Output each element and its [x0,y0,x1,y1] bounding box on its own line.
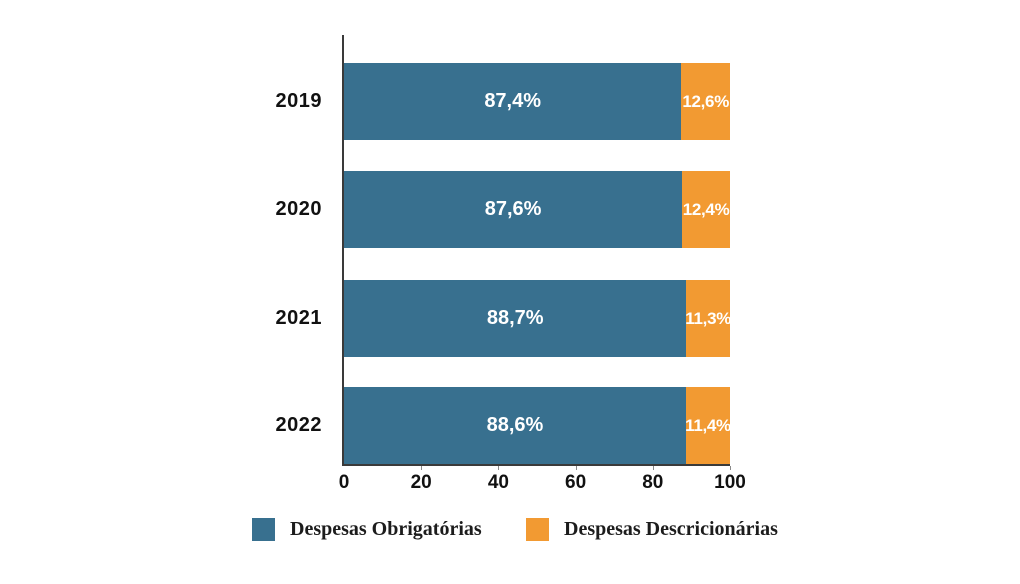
bar-value-label: 87,4% [484,90,542,112]
stacked-bar-2021: 88,7% 11,3% [344,280,732,357]
x-tick-label: 20 [410,472,432,493]
legend-label: Despesas Obrigatórias [290,518,482,540]
bar-row-2022: 2022 88,6% 11,4% [276,387,731,464]
bar-value-label: 12,4% [682,199,730,219]
bar-value-label: 12,6% [682,91,730,111]
x-tick-label: 80 [642,472,664,493]
legend-item-descricionarias: Despesas Descricionárias [526,518,778,541]
plot-area: 2019 87,4% 12,6% 2020 87,6% 12,4% [276,35,746,493]
bar-segment-obrigatorias: 87,6% [344,171,683,248]
stacked-bar-2020: 87,6% 12,4% [344,171,730,248]
x-tick-label: 60 [565,472,587,493]
bar-segment-descricionarias: 11,3% [685,280,732,357]
bar-row-2019: 2019 87,4% 12,6% [276,63,730,140]
bar-segment-obrigatorias: 87,4% [344,63,682,140]
legend-swatch-orange [526,518,549,541]
bar-value-label: 11,3% [685,308,732,328]
bar-segment-obrigatorias: 88,7% [344,280,687,357]
x-tick-mark [652,466,654,470]
bar-row-2021: 2021 88,7% 11,3% [276,280,732,357]
legend-swatch-blue [252,518,275,541]
legend: Despesas Obrigatórias Despesas Descricio… [0,518,1020,548]
bar-value-label: 88,6% [486,414,544,436]
x-tick-label: 40 [487,472,509,493]
bar-value-label: 88,7% [486,307,544,329]
x-tick-mark [421,466,423,470]
legend-label: Despesas Descricionárias [564,518,778,540]
category-label-2022: 2022 [275,414,322,436]
category-label-2021: 2021 [275,307,322,329]
x-tick-mark [498,466,500,470]
x-tick-label: 0 [338,472,350,493]
category-label-2020: 2020 [275,198,322,220]
category-label-2019: 2019 [275,90,322,112]
bar-value-label: 87,6% [484,198,542,220]
bar-segment-descricionarias: 11,4% [685,387,731,464]
bar-segment-descricionarias: 12,4% [682,171,730,248]
bar-row-2020: 2020 87,6% 12,4% [276,171,730,248]
legend-item-obrigatorias: Despesas Obrigatórias [252,518,482,541]
stacked-bar-2019: 87,4% 12,6% [344,63,730,140]
x-tick-label: 100 [714,472,746,493]
x-axis: 0 20 40 60 80 100 [339,466,746,496]
bar-segment-obrigatorias: 88,6% [344,387,686,464]
bar-value-label: 11,4% [685,415,731,435]
x-tick-mark [730,466,731,470]
stacked-bar-2022: 88,6% 11,4% [344,387,731,464]
x-tick-mark [575,466,577,470]
bar-segment-descricionarias: 12,6% [681,63,730,140]
